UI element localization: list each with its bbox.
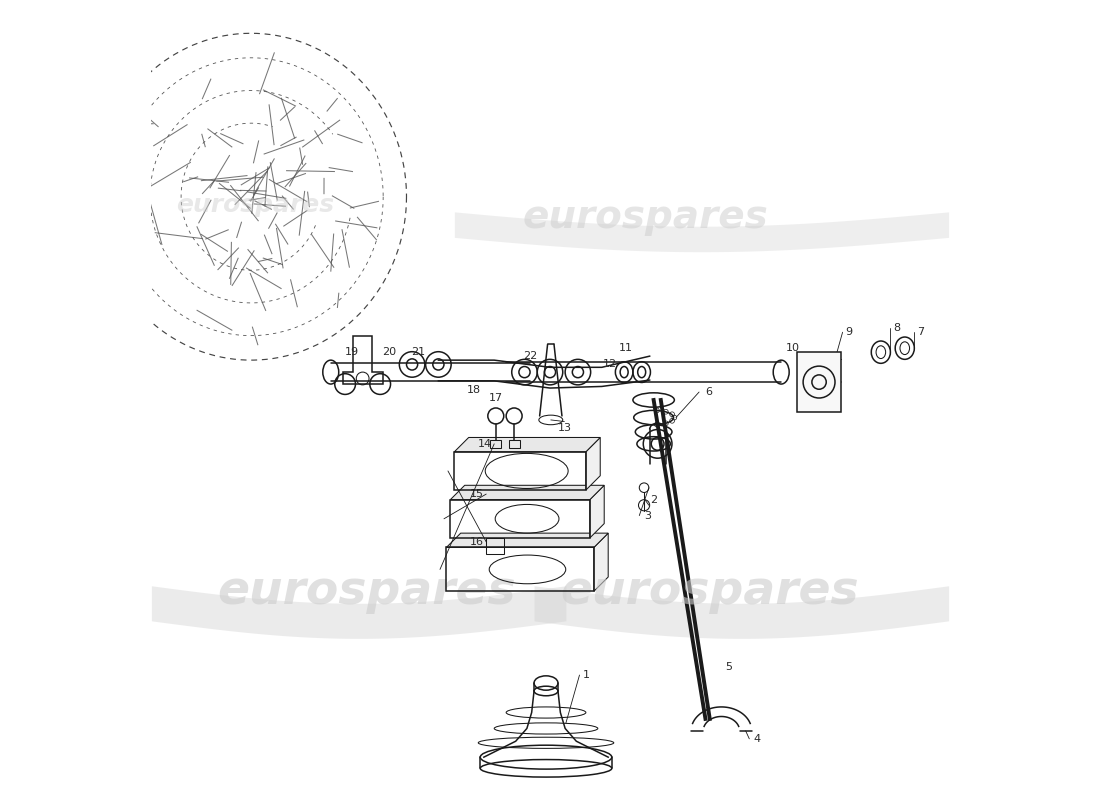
- Text: eurospares: eurospares: [218, 569, 516, 614]
- Text: eurospares: eurospares: [176, 193, 334, 217]
- Polygon shape: [454, 438, 601, 452]
- Text: 21: 21: [411, 347, 426, 357]
- Bar: [450, 500, 590, 538]
- Text: 16: 16: [470, 537, 484, 547]
- Text: 17: 17: [488, 394, 503, 403]
- Polygon shape: [590, 486, 604, 538]
- Text: eurospares: eurospares: [560, 569, 859, 614]
- Polygon shape: [450, 486, 604, 500]
- Text: 13: 13: [558, 423, 571, 433]
- Text: 22: 22: [522, 351, 537, 361]
- Bar: [491, 440, 502, 448]
- Polygon shape: [447, 533, 608, 547]
- Text: 7: 7: [917, 327, 924, 338]
- Text: 4: 4: [754, 734, 760, 744]
- Polygon shape: [594, 533, 608, 591]
- Text: 6: 6: [705, 387, 713, 397]
- Text: 20: 20: [382, 347, 396, 357]
- Bar: [447, 547, 594, 591]
- Text: 15: 15: [470, 489, 484, 499]
- Text: eurospares: eurospares: [522, 198, 769, 236]
- Bar: [454, 452, 586, 490]
- Text: 1: 1: [582, 670, 590, 680]
- Text: 11: 11: [618, 343, 632, 353]
- Text: 8: 8: [893, 323, 901, 334]
- Text: 12: 12: [603, 359, 617, 369]
- Text: 19: 19: [345, 347, 360, 357]
- Text: 2: 2: [650, 494, 657, 505]
- Bar: [798, 352, 842, 412]
- Text: 9: 9: [846, 327, 852, 338]
- Text: 18: 18: [468, 385, 482, 394]
- Polygon shape: [586, 438, 601, 490]
- Bar: [508, 440, 519, 448]
- Bar: [486, 538, 504, 554]
- Text: 5: 5: [725, 662, 733, 672]
- Text: 3: 3: [645, 510, 651, 521]
- Text: 10: 10: [786, 343, 800, 353]
- Text: 14: 14: [477, 439, 492, 449]
